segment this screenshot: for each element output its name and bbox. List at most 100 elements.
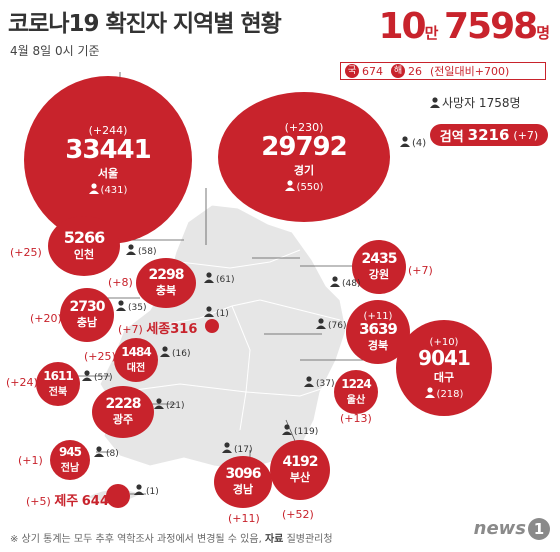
seoul-increase: (+244) [88,124,128,138]
person-icon [430,97,440,108]
gangwon-increase: (+7) [408,264,433,277]
busan-deaths: (119) [282,424,318,437]
ulsan-deaths: (37) [304,376,334,389]
gyeongnam-deaths: (17) [222,442,252,455]
region-incheon: 5266 인천 [48,216,120,276]
gyeonggi-increase: (+230) [284,121,324,135]
date-subtitle: 4월 8일 0시 기준 [10,44,100,58]
gyeonggi-name: 경기 [293,163,315,177]
sejong-deaths-text: (1) [216,309,229,319]
chungnam-deaths-text: (35) [128,303,147,313]
total-man: 만 [424,24,439,42]
daejeon-deaths: (16) [160,346,190,359]
busan-cases: 4192 [282,453,319,470]
seoul-cases: 33441 [65,135,151,166]
quarantine-label: 검역 [439,129,464,145]
overseas-value: 26 [408,64,422,78]
jeju-deaths: (1) [134,484,159,497]
gyeonggi-deaths: (550) [284,180,324,193]
person-icon [282,424,292,435]
deaths-text: 사망자 1758명 [442,96,521,110]
gyeongbuk-deaths: (76) [316,318,346,331]
ulsan-cases: 1224 [341,377,371,392]
jeju-name: 제주 [54,494,79,509]
person-icon [154,398,164,409]
ulsan-deaths-text: (37) [316,379,335,389]
ulsan-name: 울산 [346,394,366,406]
gangwon-deaths-text: (48) [342,279,361,289]
sejong-deaths: (1) [204,306,229,319]
quarantine-value: 3216 [467,126,510,144]
region-daejeon: 1484 대전 [114,338,158,382]
region-dots [106,319,219,508]
jeonnam-name: 전남 [60,462,80,474]
person-icon [304,376,314,387]
ulsan-increase: (+13) [340,412,372,425]
person-icon [316,318,326,329]
gangwon-name: 강원 [368,268,390,282]
person-icon [222,442,232,453]
quarantine-increase: (+7) [513,128,539,142]
incheon-deaths-text: (58) [138,247,157,257]
seoul-deaths-text: (431) [100,184,128,196]
person-icon [88,183,99,194]
daegu-name: 대구 [433,370,455,384]
source-name: 질병관리청 [286,534,333,545]
gyeongnam-increase: (+11) [228,512,260,525]
person-icon [116,300,126,311]
total-big2: 7598 [443,6,538,47]
person-icon [284,180,295,191]
footer-note: ※ 상기 통계는 모두 추후 역학조사 과정에서 변경될 수 있음, 자료 질병… [10,530,333,545]
jeju-label: (+5) 제주 644 [26,490,109,509]
daily-summary: 국 674 해 26 (전일대비+700) [340,62,546,80]
daejeon-deaths-text: (16) [172,349,191,359]
region-gyeongbuk: (+11) 3639 경북 [346,300,410,364]
jeonbuk-name: 전북 [48,386,68,398]
person-icon [126,244,136,255]
gyeongbuk-increase: (+11) [363,310,393,322]
daegu-deaths: (218) [424,386,463,400]
region-daegu: (+10) 9041 대구 (218) [396,320,492,416]
region-gyeonggi: (+230) 29792 경기 (550) [218,92,390,222]
jeonnam-deaths-text: (8) [106,449,119,459]
total-unit: 명 [536,24,550,42]
gwangju-name: 광주 [112,413,134,427]
sejong-name: 세종 [146,322,171,337]
logo-number: 1 [528,518,550,540]
page-title: 코로나19 확진자 지역별 현황 [8,11,282,37]
gyeonggi-cases: 29792 [261,132,347,163]
footer-note-text: ※ 상기 통계는 모두 추후 역학조사 과정에서 변경될 수 있음, [10,534,262,545]
jeonbuk-deaths: (57) [82,370,112,383]
daegu-cases: 9041 [418,345,471,370]
person-icon [160,346,170,357]
region-jeonbuk: 1611 전북 [36,362,80,406]
incheon-cases: 5266 [63,227,106,247]
person-icon [82,370,92,381]
overseas-badge: 해 [391,64,405,78]
quarantine-deaths-text: (4) [412,138,427,149]
gyeonggi-deaths-text: (550) [296,181,324,193]
domestic-value: 674 [362,64,383,78]
region-gyeongnam: 3096 경남 [214,456,272,508]
person-icon [204,306,214,317]
province-borders [119,249,341,431]
person-icon [204,272,214,283]
region-chungbuk: 2298 충북 [136,258,196,308]
jeonnam-increase: (+1) [18,454,43,467]
quarantine-pill: 검역 3216 (+7) [430,124,548,146]
gyeongbuk-name: 경북 [367,339,389,353]
jeju-increase: (+5) [26,495,51,508]
region-gangwon: 2435 강원 [352,240,406,294]
daegu-increase: (+10) [429,336,459,348]
region-gwangju: 2228 광주 [92,386,154,438]
person-icon [94,446,104,457]
chungbuk-increase: (+8) [108,276,133,289]
gangwon-cases: 2435 [361,250,398,267]
person-icon [400,136,410,147]
daejeon-cases: 1484 [121,345,151,360]
chungnam-name: 충남 [76,316,98,330]
source-label: 자료 [264,534,284,545]
daejeon-increase: (+25) [84,350,116,363]
incheon-increase: (+25) [10,246,42,259]
jeju-cases: 644 [81,494,109,509]
